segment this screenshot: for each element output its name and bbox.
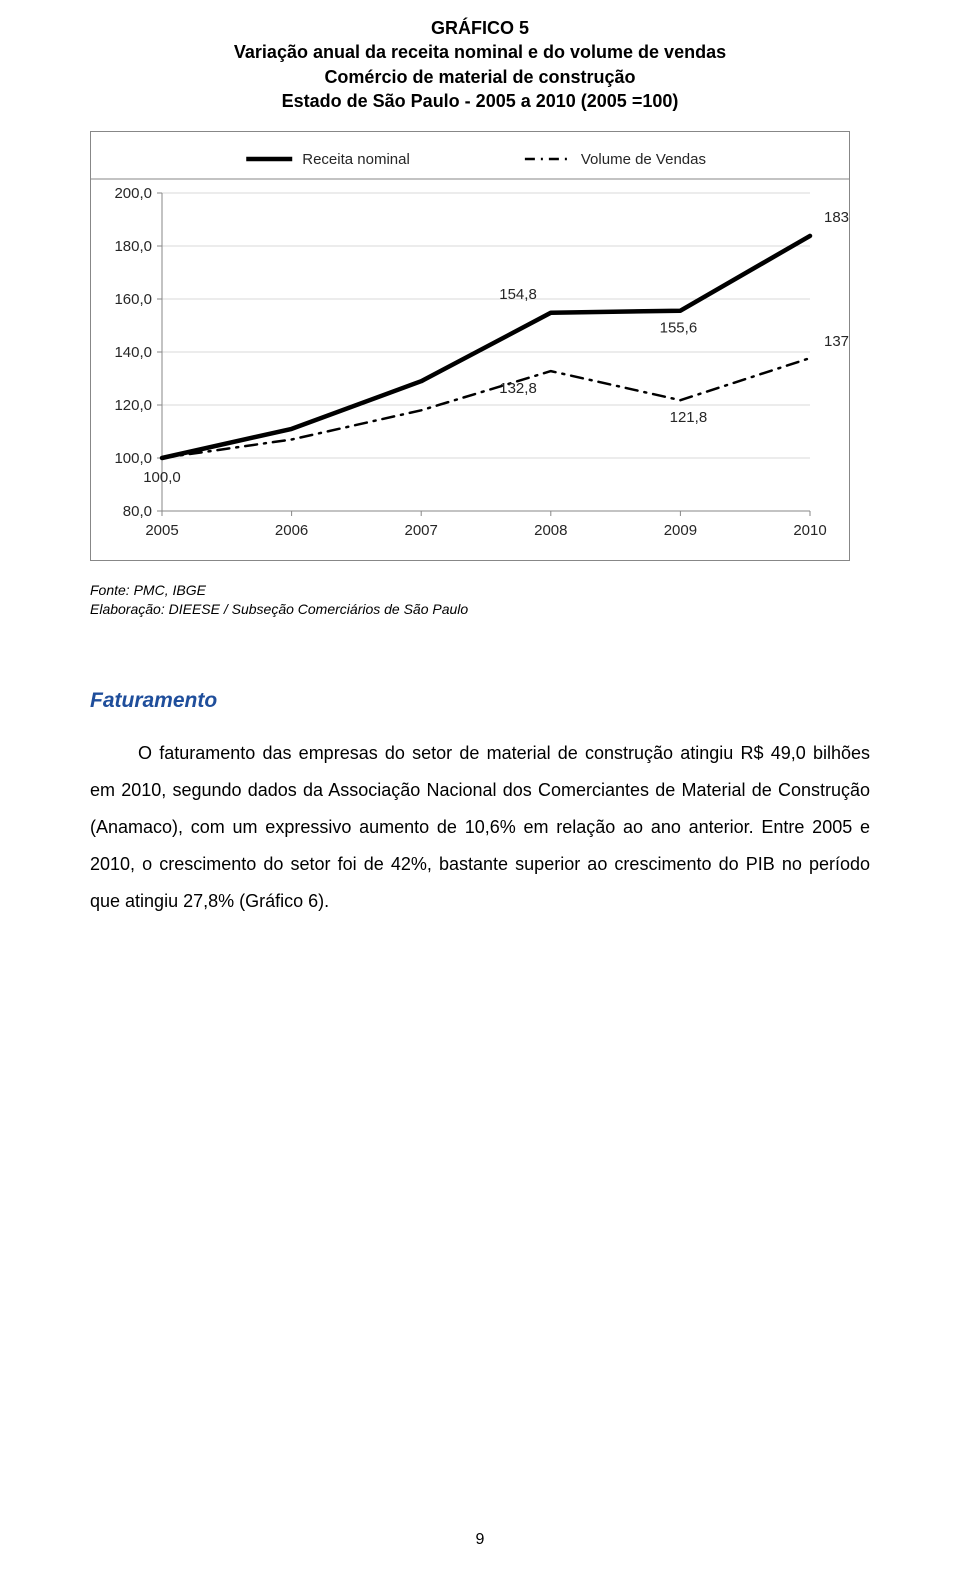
svg-text:2007: 2007 (405, 522, 438, 539)
svg-text:2008: 2008 (534, 522, 567, 539)
svg-text:132,8: 132,8 (499, 380, 537, 397)
svg-text:2010: 2010 (793, 522, 826, 539)
svg-text:160,0: 160,0 (114, 291, 152, 308)
source-line-1: Fonte: PMC, IBGE (90, 581, 870, 600)
svg-text:2006: 2006 (275, 522, 308, 539)
svg-text:Volume de Vendas: Volume de Vendas (581, 151, 706, 168)
chart-heading: GRÁFICO 5 Variação anual da receita nomi… (90, 16, 870, 113)
section-title: Faturamento (90, 689, 870, 713)
svg-text:183,8: 183,8 (824, 209, 850, 226)
svg-text:Receita nominal: Receita nominal (302, 151, 410, 168)
svg-text:100,0: 100,0 (143, 469, 181, 486)
page: GRÁFICO 5 Variação anual da receita nomi… (0, 0, 960, 1577)
svg-text:155,6: 155,6 (660, 320, 698, 337)
svg-text:100,0: 100,0 (114, 450, 152, 467)
body-paragraph: O faturamento das empresas do setor de m… (90, 735, 870, 919)
chart-container: 80,0 100,0 120,0 140,0 160,0 180,0 200,0 2005 20… (90, 131, 870, 561)
svg-text:200,0: 200,0 (114, 185, 152, 202)
heading-line-3: Comércio de material de construção (90, 65, 870, 89)
page-number: 9 (0, 1531, 960, 1549)
heading-line-4: Estado de São Paulo - 2005 a 2010 (2005 … (90, 89, 870, 113)
line-chart: 80,0 100,0 120,0 140,0 160,0 180,0 200,0 2005 20… (90, 131, 850, 561)
svg-text:180,0: 180,0 (114, 238, 152, 255)
svg-text:80,0: 80,0 (123, 503, 152, 520)
paragraph-text: O faturamento das empresas do setor de m… (90, 735, 870, 919)
svg-text:2005: 2005 (145, 522, 178, 539)
svg-text:120,0: 120,0 (114, 397, 152, 414)
svg-text:137,7: 137,7 (824, 333, 850, 350)
heading-line-1: GRÁFICO 5 (90, 16, 870, 40)
source-line-2: Elaboração: DIEESE / Subseção Comerciári… (90, 600, 870, 619)
chart-source: Fonte: PMC, IBGE Elaboração: DIEESE / Su… (90, 581, 870, 619)
heading-line-2: Variação anual da receita nominal e do v… (90, 40, 870, 64)
svg-text:154,8: 154,8 (499, 286, 537, 303)
svg-text:121,8: 121,8 (670, 409, 708, 426)
svg-text:140,0: 140,0 (114, 344, 152, 361)
svg-text:2009: 2009 (664, 522, 697, 539)
